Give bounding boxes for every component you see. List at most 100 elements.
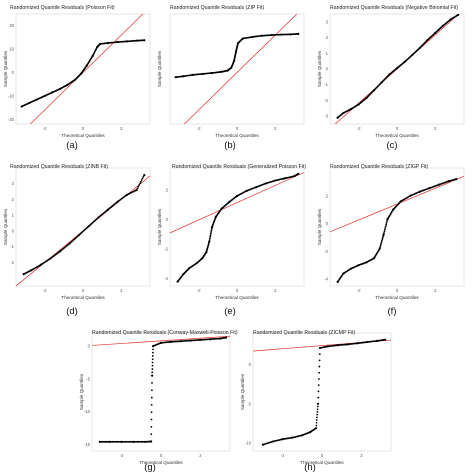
y-axis-label: Sample Quantiles	[3, 208, 8, 245]
data-point	[96, 45, 99, 48]
sample-point	[210, 229, 213, 232]
reference-line	[92, 335, 230, 346]
data-point	[189, 339, 192, 342]
y-tick-label: 3	[326, 19, 329, 24]
x-tick-label: -2	[197, 288, 201, 293]
sample-point	[317, 390, 320, 393]
panel-caption: (c)	[386, 140, 397, 151]
data-point	[87, 225, 90, 228]
data-point	[176, 280, 179, 283]
data-point	[411, 53, 414, 56]
data-point	[264, 182, 267, 185]
sample-point	[383, 232, 385, 234]
plot-marks	[16, 173, 150, 286]
sample-point	[151, 351, 154, 354]
data-point	[293, 175, 296, 178]
data-point	[395, 67, 399, 70]
x-tick-label: 0	[82, 126, 85, 131]
data-point	[20, 105, 23, 108]
sample-point	[141, 440, 144, 443]
data-point	[251, 35, 254, 39]
y-tick-label: -10	[245, 441, 252, 446]
data-point	[261, 443, 264, 446]
data-point	[91, 55, 94, 58]
data-point	[68, 242, 71, 245]
data-point	[366, 340, 369, 344]
y-tick-label: 2	[326, 193, 329, 198]
panel-caption: (f)	[388, 306, 397, 317]
sample-point	[150, 403, 153, 406]
panel-caption: (e)	[224, 306, 236, 317]
reference-line	[330, 176, 464, 233]
y-tick-label: -4	[324, 277, 328, 282]
x-tick-label: 0	[160, 453, 163, 458]
plot-marks	[334, 14, 460, 124]
sample-point	[151, 355, 154, 357]
x-axis-label: Theoretical Quantiles	[61, 133, 105, 138]
plot-area	[91, 332, 231, 452]
data-point	[274, 179, 277, 182]
x-tick-label: 2	[120, 288, 123, 293]
data-point	[35, 98, 39, 101]
x-tick-label: 0	[236, 126, 239, 131]
sample-point	[318, 359, 321, 362]
data-point	[403, 60, 406, 64]
data-point	[98, 440, 101, 443]
sample-point	[150, 411, 153, 414]
panel-caption: (g)	[144, 462, 156, 473]
data-point	[357, 103, 360, 106]
sample-point	[124, 440, 127, 443]
y-tick-label: 0	[88, 344, 91, 349]
data-point	[455, 178, 458, 181]
plot-marks	[253, 338, 391, 446]
data-point	[230, 66, 233, 69]
y-tick-label: -2	[324, 249, 328, 254]
y-tick-label: -2	[10, 260, 14, 265]
data-point	[372, 89, 376, 92]
data-point	[74, 78, 77, 81]
data-point	[447, 180, 450, 183]
y-tick-label: -2	[324, 98, 328, 103]
x-tick-label: -2	[357, 288, 361, 293]
x-tick-label: 0	[82, 288, 85, 293]
y-axis-label: Sample Quantiles	[157, 50, 162, 87]
data-point	[349, 107, 353, 111]
x-axis-label: Theoretical Quantiles	[61, 295, 105, 300]
sample-point	[316, 408, 319, 411]
data-point	[449, 18, 452, 21]
data-point	[199, 338, 202, 341]
data-point	[159, 341, 163, 344]
data-point	[281, 438, 284, 441]
x-tick-label: -2	[43, 288, 47, 293]
data-point	[182, 75, 185, 78]
sample-point	[318, 378, 320, 380]
panel-f: Randomized Quantile Residuals (ZIGP Fit)…	[317, 164, 465, 317]
data-point	[66, 83, 69, 86]
sample-point	[136, 187, 139, 190]
plot-marks	[170, 172, 304, 283]
data-point	[356, 342, 359, 345]
y-tick-label: -10	[84, 409, 91, 414]
sample-point	[139, 182, 141, 185]
x-tick-label: 2	[434, 288, 437, 293]
data-point	[438, 183, 441, 186]
data-point	[318, 346, 322, 350]
sample-point	[140, 179, 143, 181]
data-point	[226, 69, 229, 72]
data-point	[214, 215, 218, 218]
y-tick-label: 0	[249, 362, 252, 367]
x-axis-label: Theoretical Quantiles	[375, 133, 419, 138]
sample-point	[150, 425, 153, 428]
data-point	[152, 345, 155, 348]
data-point	[235, 194, 239, 198]
data-point	[143, 173, 146, 177]
sample-point	[137, 440, 140, 443]
sample-point	[385, 221, 388, 224]
y-tick-label: 10	[9, 47, 14, 52]
sample-point	[139, 180, 142, 183]
panel-title: Randomized Quantile Residuals (ZIGP Fit)	[330, 164, 428, 170]
data-point	[426, 38, 429, 42]
data-point	[106, 41, 109, 45]
data-point	[150, 440, 153, 443]
panel-e: Randomized Quantile Residuals (Generaliz…	[157, 164, 306, 317]
